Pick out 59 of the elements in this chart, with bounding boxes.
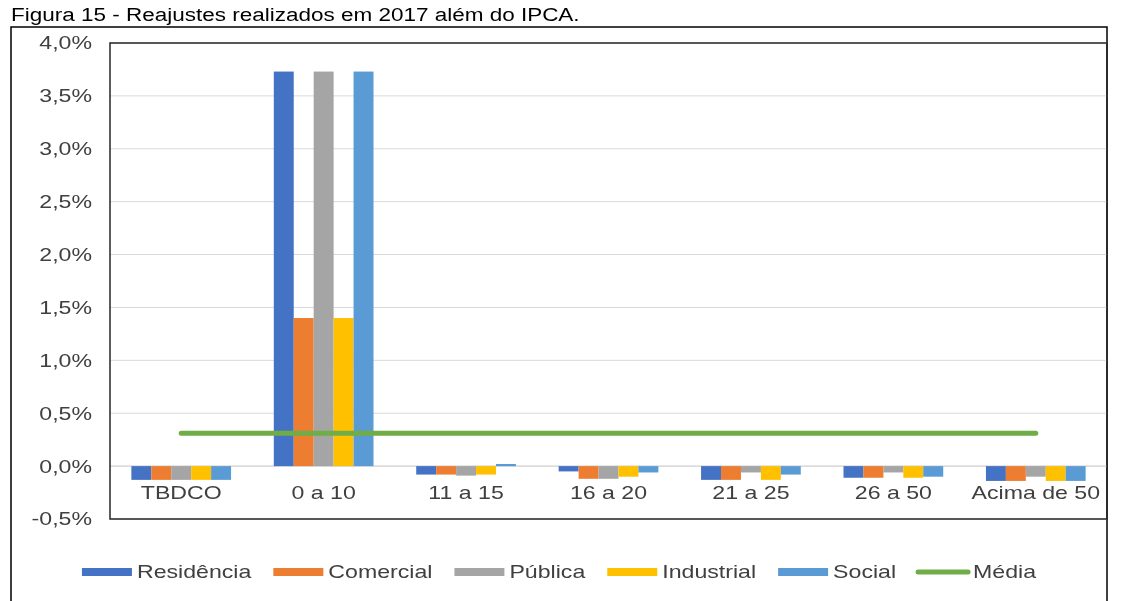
x-tick-label: 0 a 10: [291, 482, 356, 503]
bar: [1005, 466, 1026, 481]
bar: [211, 466, 232, 480]
bar: [273, 71, 294, 467]
bar: [843, 466, 864, 478]
bar: [598, 466, 619, 479]
bar: [618, 466, 639, 477]
bar: [863, 466, 884, 478]
legend-label: Residência: [136, 561, 252, 583]
y-tick-label: 2,5%: [39, 191, 92, 212]
bar: [740, 466, 761, 473]
legend-label: Comercial: [328, 561, 433, 583]
x-tick-label: 16 a 20: [569, 482, 648, 503]
bar: [456, 466, 477, 476]
x-tick-label: 21 a 25: [712, 482, 790, 503]
bar: [721, 466, 741, 480]
bar: [985, 466, 1006, 481]
bar: [131, 466, 152, 480]
x-tick-label: 11 a 15: [428, 482, 504, 503]
bar: [780, 466, 801, 475]
legend-label: Industrial: [662, 561, 757, 583]
legend-label: Média: [973, 561, 1037, 583]
bar: [333, 318, 354, 467]
bar: [313, 71, 334, 467]
bar: [558, 466, 579, 472]
bar: [293, 318, 314, 467]
chart-title: Figura 15 - Reajustes realizados em 2017 além do IPCA.: [11, 5, 580, 25]
y-tick-label: 0,0%: [39, 455, 92, 477]
y-tick-label: 4,0%: [39, 32, 92, 54]
bar: [638, 466, 659, 473]
bar: [416, 466, 437, 475]
bar: [903, 466, 924, 478]
x-tick-label: TBDCO: [140, 482, 222, 503]
y-tick-label: -0,5%: [31, 508, 92, 530]
y-tick-label: 3,0%: [39, 138, 92, 159]
legend-label: Pública: [509, 561, 586, 583]
bar: [151, 466, 172, 480]
bar: [191, 466, 212, 480]
x-tick-label: 26 a 50: [854, 482, 932, 503]
legend-label: Social: [833, 561, 897, 583]
bar: [760, 466, 781, 480]
bar: [923, 466, 944, 477]
bar: [353, 71, 374, 467]
bar: [476, 466, 496, 475]
bar: [701, 466, 722, 480]
bar: [171, 466, 192, 480]
bar: [1065, 466, 1086, 481]
bar: [578, 466, 599, 479]
y-tick-label: 1,5%: [39, 297, 92, 318]
y-tick-label: 2,0%: [39, 244, 92, 265]
y-tick-label: 3,5%: [39, 85, 92, 106]
bar: [436, 466, 457, 475]
bar: [1025, 466, 1046, 477]
bar: [883, 466, 904, 473]
bar: [495, 464, 516, 467]
x-tick-label: Acima de 50: [971, 482, 1101, 503]
y-tick-label: 0,5%: [39, 402, 92, 424]
bar: [1045, 466, 1066, 481]
y-tick-label: 1,0%: [39, 350, 92, 371]
